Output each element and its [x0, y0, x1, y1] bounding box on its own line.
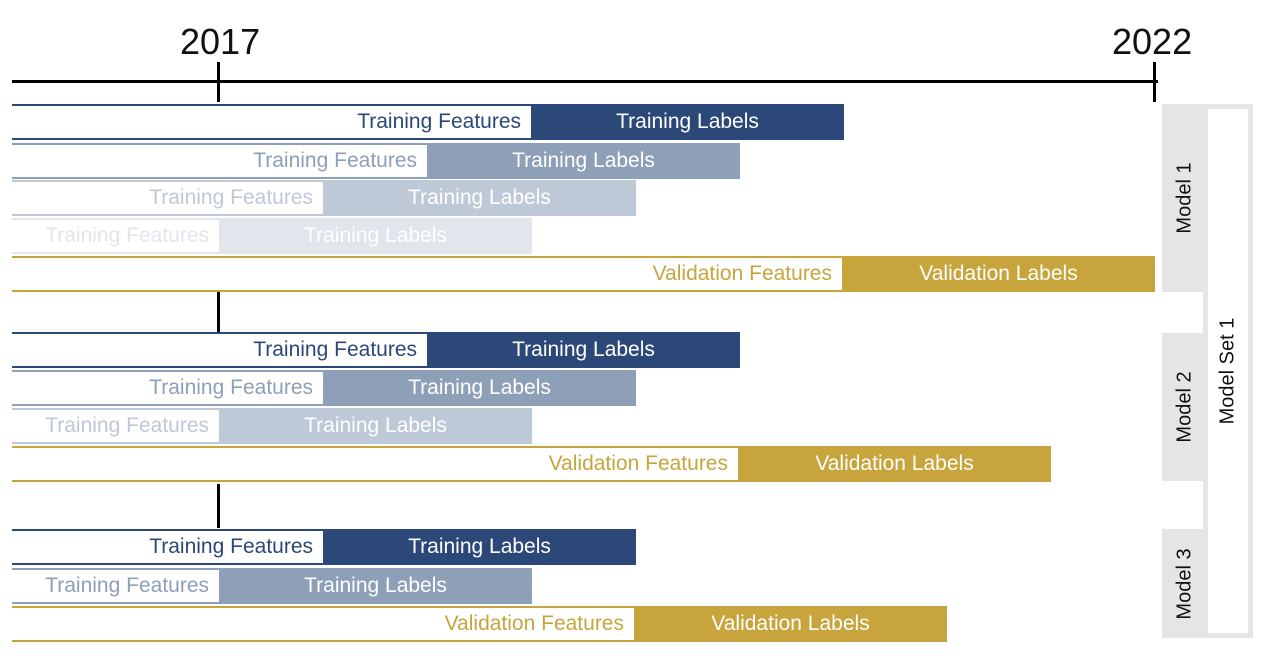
- features-bar-label: Validation Features: [444, 612, 624, 635]
- training-labels-bar: Training Labels: [323, 370, 636, 406]
- training-features-bar: Training Features: [12, 104, 531, 140]
- training-labels-bar: Training Labels: [427, 332, 740, 368]
- features-bar-label: Validation Features: [548, 452, 728, 475]
- timeline-axis: [12, 80, 1158, 83]
- training-labels-bar: Training Labels: [219, 218, 532, 254]
- training-features-bar: Training Features: [12, 408, 219, 444]
- labels-bar-label: Validation Labels: [919, 262, 1078, 285]
- timeline-tick-2017: [217, 62, 220, 102]
- training-labels-bar: Training Labels: [323, 180, 636, 216]
- features-bar-label: Training Features: [149, 535, 313, 558]
- model-3-label: Model 3: [1173, 547, 1196, 620]
- features-bar-label: Validation Features: [652, 262, 832, 285]
- model-set-label-box: Model Set 1: [1208, 109, 1248, 633]
- features-bar-label: Training Features: [45, 574, 209, 597]
- labels-bar-label: Training Labels: [408, 186, 551, 209]
- model-3-side-panel: Model 3: [1162, 529, 1208, 638]
- training-labels-bar: Training Labels: [427, 143, 740, 179]
- validation-features-bar: Validation Features: [12, 606, 634, 642]
- model-1-side-panel: Model 1: [1162, 104, 1208, 292]
- training-features-bar: Training Features: [12, 568, 219, 604]
- model-3-separator-tick: [217, 484, 220, 528]
- model-2-separator-tick: [217, 292, 220, 332]
- training-features-bar: Training Features: [12, 529, 323, 565]
- validation-features-bar: Validation Features: [12, 446, 738, 482]
- training-labels-bar: Training Labels: [323, 529, 636, 565]
- features-bar-label: Training Features: [149, 376, 313, 399]
- validation-features-bar: Validation Features: [12, 256, 842, 292]
- model-1-label: Model 1: [1173, 162, 1196, 234]
- training-labels-bar: Training Labels: [531, 104, 844, 140]
- features-bar-label: Training Features: [149, 186, 313, 209]
- year-2022-label: 2022: [1112, 21, 1193, 62]
- labels-bar-label: Training Labels: [304, 414, 447, 437]
- year-2017-label: 2017: [180, 21, 261, 62]
- timeline-tick-2022: [1153, 62, 1156, 102]
- features-bar-label: Training Features: [45, 224, 209, 247]
- model-2-side-panel: Model 2: [1162, 333, 1208, 481]
- labels-bar-label: Validation Labels: [815, 452, 974, 475]
- features-bar-label: Training Features: [253, 149, 417, 172]
- labels-bar-label: Training Labels: [616, 110, 759, 133]
- features-bar-label: Training Features: [253, 338, 417, 361]
- validation-labels-bar: Validation Labels: [634, 606, 947, 642]
- features-bar-label: Training Features: [45, 414, 209, 437]
- training-features-bar: Training Features: [12, 143, 427, 179]
- features-bar-label: Training Features: [357, 110, 521, 133]
- labels-bar-label: Training Labels: [304, 574, 447, 597]
- training-features-bar: Training Features: [12, 218, 219, 254]
- training-features-bar: Training Features: [12, 370, 323, 406]
- model-set-label: Model Set 1: [1216, 317, 1239, 425]
- training-labels-bar: Training Labels: [219, 568, 532, 604]
- labels-bar-label: Validation Labels: [711, 612, 870, 635]
- model-2-label: Model 2: [1173, 371, 1196, 443]
- validation-labels-bar: Validation Labels: [738, 446, 1051, 482]
- training-features-bar: Training Features: [12, 180, 323, 216]
- labels-bar-label: Training Labels: [408, 535, 551, 558]
- labels-bar-label: Training Labels: [512, 149, 655, 172]
- validation-labels-bar: Validation Labels: [842, 256, 1155, 292]
- labels-bar-label: Training Labels: [512, 338, 655, 361]
- labels-bar-label: Training Labels: [304, 224, 447, 247]
- training-labels-bar: Training Labels: [219, 408, 532, 444]
- labels-bar-label: Training Labels: [408, 376, 551, 399]
- training-features-bar: Training Features: [12, 332, 427, 368]
